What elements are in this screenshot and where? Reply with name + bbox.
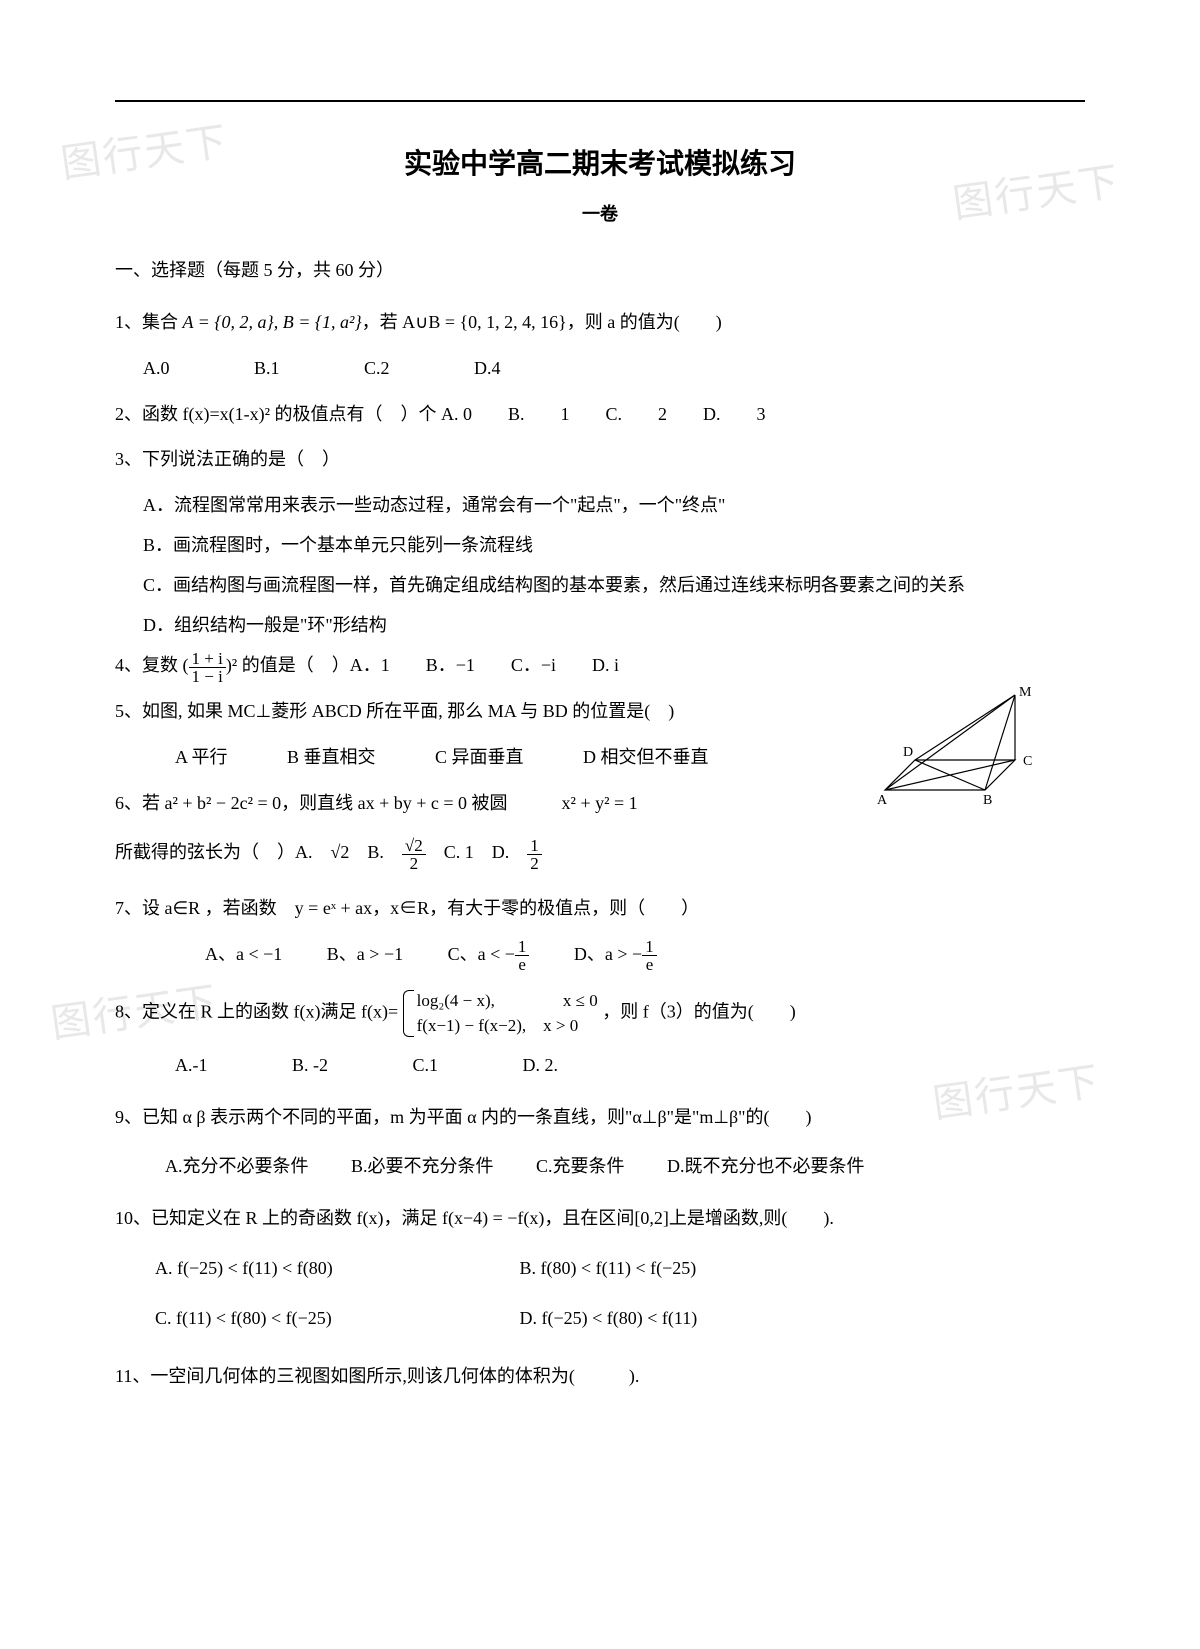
- q10-opt-b: B. f(80) < f(11) < f(−25): [520, 1258, 697, 1278]
- q7-opt-d: D、a > −1e: [574, 944, 657, 964]
- question-4: 4、复数 (1 + i1 − i)² 的值是（ ）A．1 B．−1 C．−i D…: [115, 647, 1085, 685]
- q1-opt-a: A.0: [143, 350, 170, 388]
- q4-text-b: )² 的值是（ ）A．1 B．−1 C．−i D. i: [226, 655, 619, 675]
- q9-options: A.充分不必要条件 B.必要不充分条件 C.充要条件 D.既不充分也不必要条件: [115, 1148, 1085, 1186]
- q1-text-b: ，若 A∪B = {0, 1, 2, 4, 16}，则 a 的值为( ): [362, 312, 722, 332]
- q7-opt-a: A、a < −1: [205, 944, 282, 964]
- q10-options-row1: A. f(−25) < f(11) < f(80) B. f(80) < f(1…: [115, 1250, 1085, 1288]
- q9-opt-c: C.充要条件: [536, 1148, 625, 1186]
- q4-fraction: 1 + i1 − i: [189, 650, 226, 685]
- question-9: 9、已知 α β 表示两个不同的平面，m 为平面 α 内的一条直线，则"α⊥β"…: [115, 1099, 1085, 1137]
- section-header: 一、选择题（每题 5 分，共 60 分）: [115, 256, 1085, 282]
- exam-title: 实验中学高二期末考试模拟练习: [115, 142, 1085, 182]
- q4-text-a: 4、复数 (: [115, 655, 189, 675]
- exam-subtitle: 一卷: [115, 200, 1085, 226]
- question-8: 8、定义在 R 上的函数 f(x)满足 f(x)= log₂(4 − x), x…: [115, 988, 1085, 1039]
- q1-options: A.0 B.1 C.2 D.4: [115, 350, 1085, 388]
- q8-opt-a: A.-1: [175, 1047, 208, 1085]
- q1-opt-c: C.2: [364, 350, 390, 388]
- q7-opt-c: C、a < −1e: [448, 944, 530, 964]
- question-1: 1、集合 A = {0, 2, a}, B = {1, a²}，若 A∪B = …: [115, 304, 1085, 342]
- q5-opt-c: C 异面垂直: [435, 739, 524, 777]
- frac-num: √2: [402, 837, 426, 855]
- q5-options: A 平行 B 垂直相交 C 异面垂直 D 相交但不垂直: [115, 739, 1085, 777]
- q3-opt-a: A．流程图常常用来表示一些动态过程，通常会有一个"起点"，一个"终点": [115, 487, 1085, 523]
- q1-opt-b: B.1: [254, 350, 280, 388]
- q3-opt-d: D．组织结构一般是"环"形结构: [115, 607, 1085, 643]
- question-11: 11、一空间几何体的三视图如图所示,则该几何体的体积为( ).: [115, 1358, 1085, 1396]
- q6-text-b: 所截得的弦长为（ ）A. √2 B.: [115, 842, 402, 862]
- q10-opt-d: D. f(−25) < f(80) < f(11): [520, 1308, 698, 1328]
- q8-text-a: 8、定义在 R 上的函数 f(x)满足 f(x)=: [115, 1001, 398, 1021]
- q8-case1: log₂(4 − x), x ≤ 0: [417, 988, 598, 1014]
- q6-text-c: C. 1 D.: [426, 842, 528, 862]
- q8-opt-b: B. -2: [292, 1047, 328, 1085]
- q8-options: A.-1 B. -2 C.1 D. 2.: [115, 1047, 1085, 1085]
- question-7: 7、设 a∈R ，若函数 y = eˣ + ax，x∈R，有大于零的极值点，则（…: [115, 890, 1085, 928]
- q7-options: A、a < −1 B、a > −1 C、a < −1e D、a > −1e: [115, 936, 1085, 974]
- q1-opt-d: D.4: [474, 350, 501, 388]
- q8-opt-d: D. 2.: [523, 1047, 559, 1085]
- frac-den: 2: [527, 855, 542, 872]
- q9-opt-d: D.既不充分也不必要条件: [667, 1148, 865, 1186]
- question-3: 3、下列说法正确的是（ ）: [115, 441, 1085, 479]
- q5-opt-d: D 相交但不垂直: [583, 739, 709, 777]
- q8-cases: log₂(4 − x), x ≤ 0 f(x−1) − f(x−2), x > …: [403, 988, 598, 1039]
- question-6a: 6、若 a² + b² − 2c² = 0，则直线 ax + by + c = …: [115, 785, 1085, 823]
- q3-opt-b: B．画流程图时，一个基本单元只能列一条流程线: [115, 527, 1085, 563]
- question-10: 10、已知定义在 R 上的奇函数 f(x)，满足 f(x−4) = −f(x)，…: [115, 1200, 1085, 1238]
- q9-opt-b: B.必要不充分条件: [351, 1148, 494, 1186]
- q8-text-b: ，则 f（3）的值为( ): [602, 1001, 795, 1021]
- frac-num: 1: [527, 837, 542, 855]
- q1-text-a: 1、集合: [115, 312, 183, 332]
- q1-math: A = {0, 2, a}, B = {1, a²}: [183, 312, 362, 332]
- q6-frac1: √22: [402, 837, 426, 872]
- exam-page: 实验中学高二期末考试模拟练习 一卷 一、选择题（每题 5 分，共 60 分） 1…: [115, 100, 1085, 1403]
- q8-opt-c: C.1: [413, 1047, 439, 1085]
- q8-case2: f(x−1) − f(x−2), x > 0: [417, 1013, 598, 1039]
- q5-opt-b: B 垂直相交: [287, 739, 376, 777]
- question-5: 5、如图, 如果 MC⊥菱形 ABCD 所在平面, 那么 MA 与 BD 的位置…: [115, 693, 1085, 731]
- frac-den: 2: [402, 855, 426, 872]
- q3-opt-c: C．画结构图与画流程图一样，首先确定组成结构图的基本要素，然后通过连线来标明各要…: [115, 567, 1085, 603]
- question-2: 2、函数 f(x)=x(1-x)² 的极值点有（ ）个 A. 0 B. 1 C.…: [115, 396, 1085, 434]
- q9-opt-a: A.充分不必要条件: [165, 1148, 309, 1186]
- q5-opt-a: A 平行: [175, 739, 228, 777]
- q6-frac2: 12: [527, 837, 542, 872]
- frac-den: 1 − i: [189, 668, 226, 685]
- q10-opt-a: A. f(−25) < f(11) < f(80): [155, 1250, 515, 1288]
- q10-opt-c: C. f(11) < f(80) < f(−25): [155, 1300, 515, 1338]
- question-6b: 所截得的弦长为（ ）A. √2 B. √22 C. 1 D. 12: [115, 834, 1085, 872]
- q7-opt-b: B、a > −1: [327, 944, 403, 964]
- q10-options-row2: C. f(11) < f(80) < f(−25) D. f(−25) < f(…: [115, 1300, 1085, 1338]
- frac-num: 1 + i: [189, 650, 226, 668]
